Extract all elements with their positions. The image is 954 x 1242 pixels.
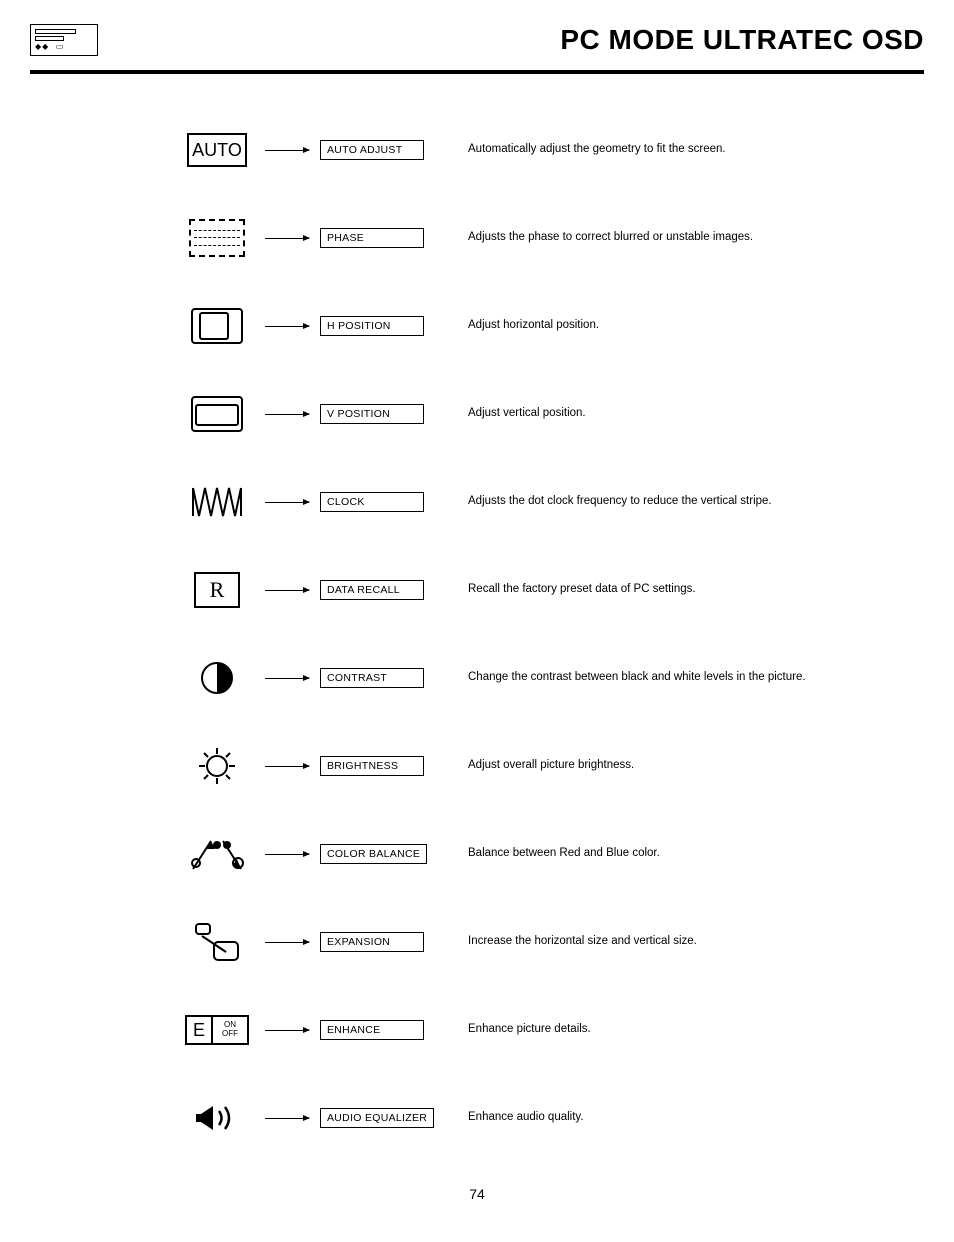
- label-v-position: V POSITION: [320, 404, 424, 424]
- osd-rows: AUTO AUTO ADJUST Automatically adjust th…: [30, 122, 924, 1146]
- data-recall-icon: R: [180, 568, 254, 612]
- desc-data-recall: Recall the factory preset data of PC set…: [450, 582, 868, 598]
- clock-icon: [180, 480, 254, 524]
- row-brightness: BRIGHTNESS Adjust overall picture bright…: [180, 738, 894, 794]
- desc-contrast: Change the contrast between black and wh…: [450, 670, 868, 686]
- row-data-recall: R DATA RECALL Recall the factory preset …: [180, 562, 894, 618]
- row-contrast: CONTRAST Change the contrast between bla…: [180, 650, 894, 706]
- enhance-icon: E ON OFF: [180, 1008, 254, 1052]
- desc-clock: Adjusts the dot clock frequency to reduc…: [450, 494, 868, 510]
- audio-equalizer-icon: [180, 1096, 254, 1140]
- desc-audio-equalizer: Enhance audio quality.: [450, 1110, 868, 1126]
- row-v-position: V POSITION Adjust vertical position.: [180, 386, 894, 442]
- page-header: ◆◆ ▭ PC MODE ULTRATEC OSD: [30, 24, 924, 62]
- label-h-position: H POSITION: [320, 316, 424, 336]
- label-enhance: ENHANCE: [320, 1020, 424, 1040]
- contrast-icon: [180, 656, 254, 700]
- desc-expansion: Increase the horizontal size and vertica…: [450, 934, 868, 950]
- row-h-position: H POSITION Adjust horizontal position.: [180, 298, 894, 354]
- header-rule: [30, 70, 924, 74]
- label-clock: CLOCK: [320, 492, 424, 512]
- row-audio-equalizer: AUDIO EQUALIZER Enhance audio quality.: [180, 1090, 894, 1146]
- desc-enhance: Enhance picture details.: [450, 1022, 868, 1038]
- arrow-icon: [254, 590, 320, 591]
- page-title: PC MODE ULTRATEC OSD: [560, 24, 924, 56]
- color-balance-icon: [180, 832, 254, 876]
- brightness-icon: [180, 744, 254, 788]
- arrow-icon: [254, 238, 320, 239]
- label-data-recall: DATA RECALL: [320, 580, 424, 600]
- expansion-icon: [180, 920, 254, 964]
- label-phase: PHASE: [320, 228, 424, 248]
- label-contrast: CONTRAST: [320, 668, 424, 688]
- desc-phase: Adjusts the phase to correct blurred or …: [450, 230, 868, 246]
- row-enhance: E ON OFF ENHANCE Enhance picture details…: [180, 1002, 894, 1058]
- row-phase: PHASE Adjusts the phase to correct blurr…: [180, 210, 894, 266]
- label-color-balance: COLOR BALANCE: [320, 844, 427, 864]
- arrow-icon: [254, 766, 320, 767]
- phase-icon: [180, 216, 254, 260]
- arrow-icon: [254, 326, 320, 327]
- page-number: 74: [30, 1186, 924, 1202]
- row-auto-adjust: AUTO AUTO ADJUST Automatically adjust th…: [180, 122, 894, 178]
- arrow-icon: [254, 678, 320, 679]
- arrow-icon: [254, 1118, 320, 1119]
- desc-color-balance: Balance between Red and Blue color.: [450, 846, 868, 862]
- page: ◆◆ ▭ PC MODE ULTRATEC OSD AUTO AUTO ADJU…: [0, 0, 954, 1242]
- arrow-icon: [254, 942, 320, 943]
- logo-icon: ◆◆ ▭: [30, 24, 98, 56]
- row-clock: CLOCK Adjusts the dot clock frequency to…: [180, 474, 894, 530]
- v-position-icon: [180, 392, 254, 436]
- arrow-icon: [254, 150, 320, 151]
- arrow-icon: [254, 854, 320, 855]
- desc-brightness: Adjust overall picture brightness.: [450, 758, 868, 774]
- label-expansion: EXPANSION: [320, 932, 424, 952]
- desc-v-position: Adjust vertical position.: [450, 406, 868, 422]
- label-auto-adjust: AUTO ADJUST: [320, 140, 424, 160]
- label-brightness: BRIGHTNESS: [320, 756, 424, 776]
- arrow-icon: [254, 414, 320, 415]
- label-audio-equalizer: AUDIO EQUALIZER: [320, 1108, 434, 1128]
- arrow-icon: [254, 1030, 320, 1031]
- desc-h-position: Adjust horizontal position.: [450, 318, 868, 334]
- desc-auto-adjust: Automatically adjust the geometry to fit…: [450, 142, 868, 158]
- h-position-icon: [180, 304, 254, 348]
- row-color-balance: COLOR BALANCE Balance between Red and Bl…: [180, 826, 894, 882]
- row-expansion: EXPANSION Increase the horizontal size a…: [180, 914, 894, 970]
- auto-icon: AUTO: [180, 128, 254, 172]
- arrow-icon: [254, 502, 320, 503]
